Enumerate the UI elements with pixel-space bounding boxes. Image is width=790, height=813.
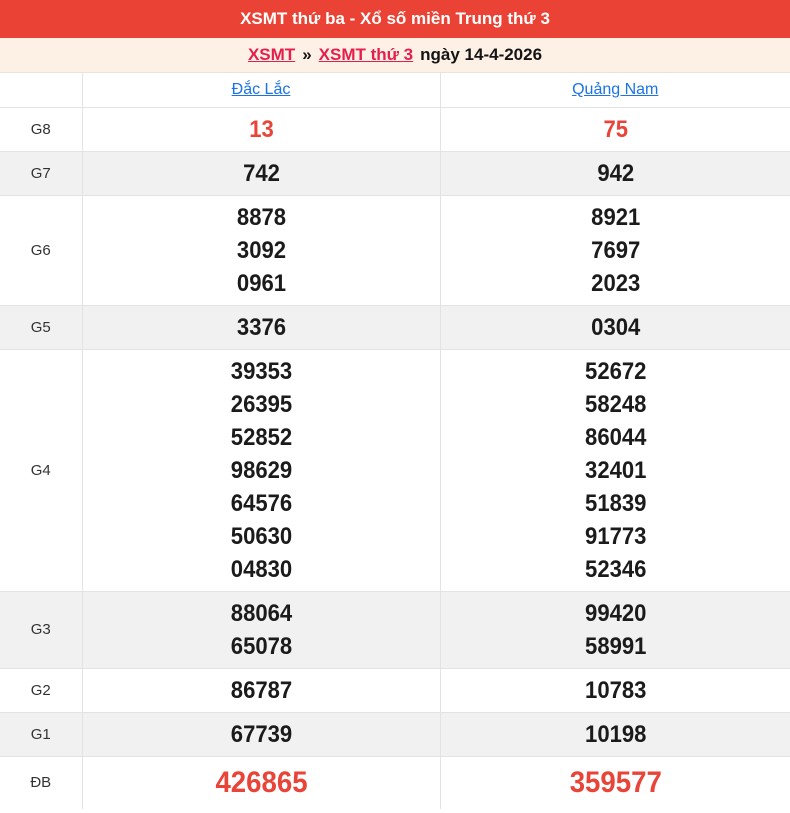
prize-number: 2023: [590, 269, 640, 297]
prize-number: 58991: [584, 632, 646, 660]
prize-cell-g8-col2: 75: [439, 106, 790, 151]
prize-number: 04830: [230, 555, 292, 583]
prize-number: 39353: [230, 357, 292, 385]
prize-number: 8878: [236, 203, 286, 231]
prize-number: 86787: [230, 676, 292, 704]
prize-number: 99420: [584, 599, 646, 627]
prize-column-header: [0, 73, 82, 107]
prize-cell-g1-col2: 10198: [439, 711, 790, 756]
prize-cell-g7-col2: 942: [439, 150, 790, 195]
prize-cell-g1-col1: 67739: [81, 711, 440, 756]
prize-number: 0961: [236, 269, 286, 297]
prize-number: 52346: [584, 555, 646, 583]
prize-cell-g6-col2: 8921 7697 2023: [439, 194, 790, 305]
prize-number: 86044: [584, 423, 646, 451]
prize-cell-db-col1: 426865: [81, 755, 440, 809]
prize-number: 91773: [584, 522, 646, 550]
prize-number: 13: [248, 115, 274, 143]
prize-number: 51839: [584, 489, 646, 517]
province-header-row: Đắc Lắc Quảng Nam: [0, 73, 790, 107]
prize-row-g6: G6 8878 3092 0961 8921 7697 2023: [0, 194, 790, 305]
prize-label-g8: G8: [0, 106, 82, 151]
prize-number: 3092: [236, 236, 286, 264]
prize-number: 359577: [569, 765, 662, 799]
prize-label-g1: G1: [0, 711, 82, 756]
prize-cell-db-col2: 359577: [439, 755, 790, 809]
breadcrumb: XSMT » XSMT thứ 3 ngày 14-4-2026: [0, 38, 790, 73]
prize-number: 7697: [590, 236, 640, 264]
prize-number: 0304: [590, 313, 640, 341]
prize-number: 65078: [230, 632, 292, 660]
prize-row-g2: G2 86787 10783: [0, 667, 790, 712]
page-title: XSMT thứ ba - Xổ số miền Trung thứ 3: [0, 0, 790, 38]
prize-number: 426865: [214, 765, 308, 799]
prize-row-g3: G3 88064 65078 99420 58991: [0, 590, 790, 668]
prize-cell-g6-col1: 8878 3092 0961: [81, 194, 440, 305]
prize-number: 58248: [584, 390, 646, 418]
prize-cell-g2-col1: 86787: [81, 667, 440, 712]
breadcrumb-link-xsmt-thu-3[interactable]: XSMT thứ 3: [318, 45, 414, 64]
prize-number: 98629: [230, 456, 292, 484]
prize-label-db: ĐB: [0, 755, 82, 809]
prize-cell-g7-col1: 742: [81, 150, 440, 195]
prize-number: 64576: [230, 489, 292, 517]
prize-number: 742: [242, 159, 280, 187]
prize-cell-g4-col2: 52672 58248 86044 32401 51839 91773 52346: [439, 348, 790, 591]
prize-label-g4: G4: [0, 348, 82, 591]
province-link-quang-nam[interactable]: Quảng Nam: [572, 80, 659, 98]
prize-number: 88064: [230, 599, 292, 627]
prize-number: 942: [596, 159, 634, 187]
prize-cell-g3-col1: 88064 65078: [81, 590, 440, 668]
prize-number: 75: [602, 115, 628, 143]
prize-label-g5: G5: [0, 304, 82, 349]
prize-cell-g5-col1: 3376: [81, 304, 440, 349]
breadcrumb-link-xsmt[interactable]: XSMT: [247, 45, 296, 64]
prize-cell-g3-col2: 99420 58991: [439, 590, 790, 668]
prize-row-g5: G5 3376 0304: [0, 304, 790, 349]
prize-row-g7: G7 742 942: [0, 150, 790, 195]
prize-cell-g5-col2: 0304: [439, 304, 790, 349]
prize-number: 52672: [584, 357, 646, 385]
prize-number: 10783: [584, 676, 646, 704]
prize-number: 3376: [236, 313, 286, 341]
prize-number: 26395: [230, 390, 292, 418]
results-table: Đắc Lắc Quảng Nam G8 13 75 G7 742 942 G6 8878 30…: [0, 73, 790, 809]
prize-cell-g8-col1: 13: [81, 106, 440, 151]
province-link-dac-lac[interactable]: Đắc Lắc: [231, 80, 291, 98]
breadcrumb-separator: »: [302, 45, 312, 64]
prize-number: 32401: [584, 456, 646, 484]
prize-number: 50630: [230, 522, 292, 550]
prize-label-g6: G6: [0, 194, 82, 305]
prize-number: 10198: [584, 720, 646, 748]
breadcrumb-date: ngày 14-4-2026: [420, 45, 543, 64]
prize-cell-g2-col2: 10783: [439, 667, 790, 712]
prize-label-g2: G2: [0, 667, 82, 712]
prize-row-g1: G1 67739 10198: [0, 711, 790, 756]
province-header-dac-lac: Đắc Lắc: [81, 73, 440, 107]
province-header-quang-nam: Quảng Nam: [439, 73, 790, 107]
prize-number: 67739: [230, 720, 292, 748]
prize-cell-g4-col1: 39353 26395 52852 98629 64576 50630 04830: [81, 348, 440, 591]
prize-row-g8: G8 13 75: [0, 106, 790, 151]
prize-row-db: ĐB 426865 359577: [0, 755, 790, 809]
prize-label-g7: G7: [0, 150, 82, 195]
prize-number: 8921: [590, 203, 640, 231]
prize-number: 52852: [230, 423, 292, 451]
prize-row-g4: G4 39353 26395 52852 98629 64576 50630 04830 526…: [0, 348, 790, 591]
prize-label-g3: G3: [0, 590, 82, 668]
